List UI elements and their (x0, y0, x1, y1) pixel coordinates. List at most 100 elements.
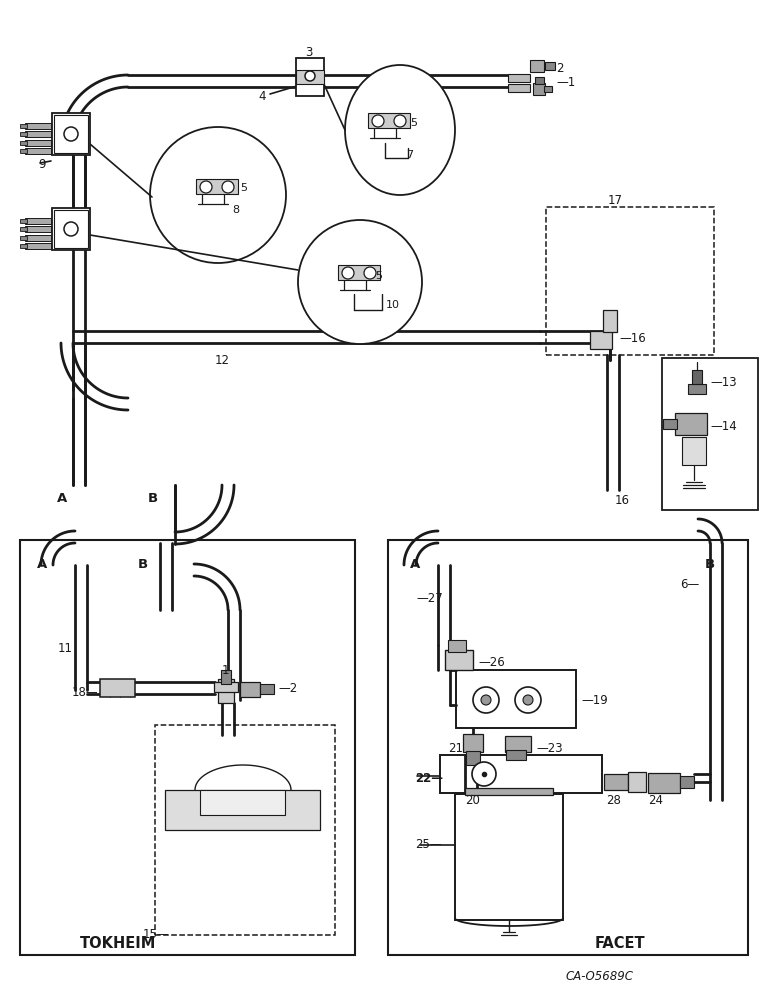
Bar (260, 684, 274, 694)
Bar (25, 226, 51, 232)
Circle shape (481, 695, 491, 705)
Bar (100, 679, 135, 697)
Bar (663, 419, 677, 429)
Bar (535, 77, 544, 84)
Bar (240, 682, 260, 697)
Bar (603, 310, 617, 332)
Circle shape (394, 115, 406, 127)
Text: 16: 16 (615, 493, 630, 506)
Text: 5: 5 (410, 118, 417, 128)
Text: A: A (37, 558, 47, 572)
Bar (20, 236, 27, 240)
Bar (20, 132, 27, 136)
Text: —27: —27 (416, 591, 443, 604)
Bar (25, 235, 51, 241)
Bar (463, 734, 483, 752)
Text: 9: 9 (38, 157, 46, 170)
Bar (456, 670, 576, 728)
Text: —19: —19 (581, 694, 608, 706)
Bar (200, 790, 285, 815)
Circle shape (298, 220, 422, 344)
Text: 11: 11 (58, 642, 73, 654)
Bar (590, 331, 612, 349)
Text: 6—: 6— (680, 578, 699, 591)
Circle shape (150, 127, 286, 263)
Bar (54, 210, 88, 248)
Bar (25, 243, 51, 249)
Text: —2: —2 (278, 682, 297, 696)
Text: 28: 28 (606, 794, 621, 806)
Bar (52, 208, 90, 250)
Bar (466, 751, 480, 765)
Bar (20, 124, 27, 128)
Text: 22—: 22— (415, 772, 443, 784)
Bar (218, 679, 234, 703)
Text: 5: 5 (240, 183, 247, 193)
Bar (544, 86, 552, 92)
Text: 4: 4 (258, 90, 266, 103)
Circle shape (64, 222, 78, 236)
Text: 7: 7 (406, 150, 413, 160)
Ellipse shape (345, 65, 455, 195)
Bar (388, 540, 748, 955)
Bar (682, 437, 706, 465)
Bar (692, 370, 702, 384)
Bar (505, 736, 531, 752)
Text: 24: 24 (648, 794, 663, 806)
Circle shape (473, 687, 499, 713)
Bar (675, 413, 707, 435)
Text: —16: —16 (619, 332, 645, 346)
Circle shape (200, 181, 212, 193)
Bar (533, 83, 545, 95)
Bar (508, 74, 530, 82)
Text: 12: 12 (215, 354, 230, 366)
Circle shape (472, 762, 496, 786)
Bar (196, 179, 238, 194)
Bar (338, 265, 380, 280)
Text: —14: —14 (710, 420, 736, 432)
Circle shape (523, 695, 533, 705)
Text: 15—: 15— (143, 928, 170, 942)
Text: 18—: 18— (72, 686, 99, 698)
Bar (20, 219, 27, 223)
Text: 5: 5 (375, 271, 382, 281)
Bar (20, 141, 27, 145)
Text: B: B (705, 558, 715, 572)
Bar (628, 772, 646, 792)
Text: B: B (138, 558, 148, 572)
Bar (25, 148, 51, 154)
Bar (165, 790, 320, 830)
Text: 21: 21 (448, 742, 463, 754)
Bar (448, 640, 466, 652)
Bar (25, 123, 51, 129)
Bar (20, 149, 27, 153)
Bar (25, 218, 51, 224)
Text: —1: —1 (556, 76, 575, 89)
Bar (604, 774, 628, 790)
Text: CA-O5689C: CA-O5689C (566, 970, 634, 982)
Bar (546, 207, 714, 355)
Bar (465, 788, 553, 795)
Text: FACET: FACET (594, 936, 645, 950)
Text: 25—: 25— (415, 838, 442, 852)
Bar (545, 62, 555, 70)
Circle shape (64, 127, 78, 141)
Bar (680, 776, 694, 788)
Bar (54, 115, 88, 153)
Bar (648, 773, 680, 793)
Bar (445, 650, 473, 670)
Bar (296, 58, 324, 96)
Bar (688, 384, 706, 394)
Bar (506, 750, 526, 760)
Bar (662, 358, 758, 510)
Bar (455, 794, 563, 920)
Bar (155, 725, 335, 935)
Bar (52, 113, 90, 155)
Circle shape (305, 71, 315, 81)
Text: A: A (410, 558, 420, 572)
Text: 2: 2 (556, 62, 564, 75)
Text: A: A (57, 491, 67, 504)
Circle shape (364, 267, 376, 279)
Bar (25, 131, 51, 137)
Bar (214, 682, 238, 692)
